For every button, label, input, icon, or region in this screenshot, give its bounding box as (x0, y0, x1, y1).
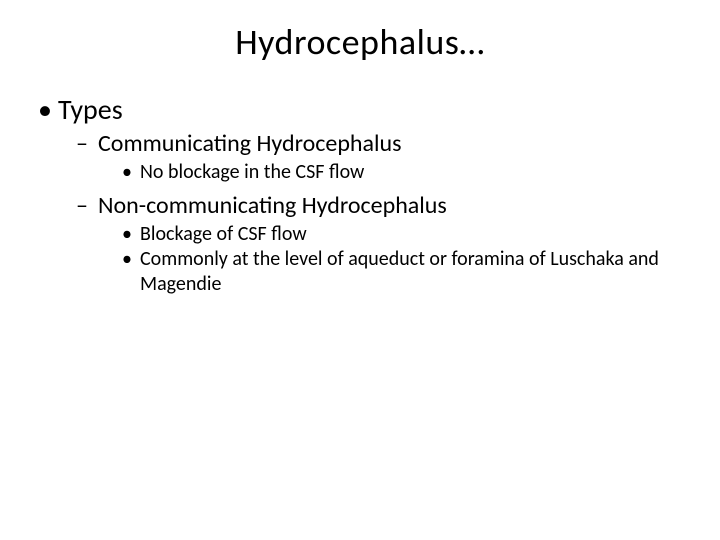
bullet-text: Blockage of CSF flow (140, 222, 307, 246)
bullet-text: Commonly at the level of aqueduct or for… (140, 247, 659, 296)
bullet-text: No blockage in the CSF flow (140, 160, 364, 184)
list-item: Types Communicating Hydrocephalus No blo… (58, 92, 696, 297)
bullet-text: Communicating Hydrocephalus (98, 129, 402, 158)
bullet-list-lvl1: Types Communicating Hydrocephalus No blo… (24, 92, 696, 297)
bullet-list-lvl3: Blockage of CSF flow Commonly at the lev… (98, 222, 696, 297)
bullet-text: Types (58, 92, 123, 127)
slide-content: Types Communicating Hydrocephalus No blo… (0, 64, 720, 297)
bullet-list-lvl3: No blockage in the CSF flow (98, 160, 696, 185)
list-item: Commonly at the level of aqueduct or for… (140, 247, 696, 297)
list-item: Non-communicating Hydrocephalus Blockage… (98, 191, 696, 297)
slide: Hydrocephalus… Types Communicating Hydro… (0, 0, 720, 540)
list-item: No blockage in the CSF flow (140, 160, 696, 185)
bullet-list-lvl2: Communicating Hydrocephalus No blockage … (58, 129, 696, 297)
slide-title: Hydrocephalus… (0, 0, 720, 64)
list-item: Communicating Hydrocephalus No blockage … (98, 129, 696, 185)
bullet-text: Non-communicating Hydrocephalus (98, 191, 447, 220)
list-item: Blockage of CSF flow (140, 222, 696, 247)
